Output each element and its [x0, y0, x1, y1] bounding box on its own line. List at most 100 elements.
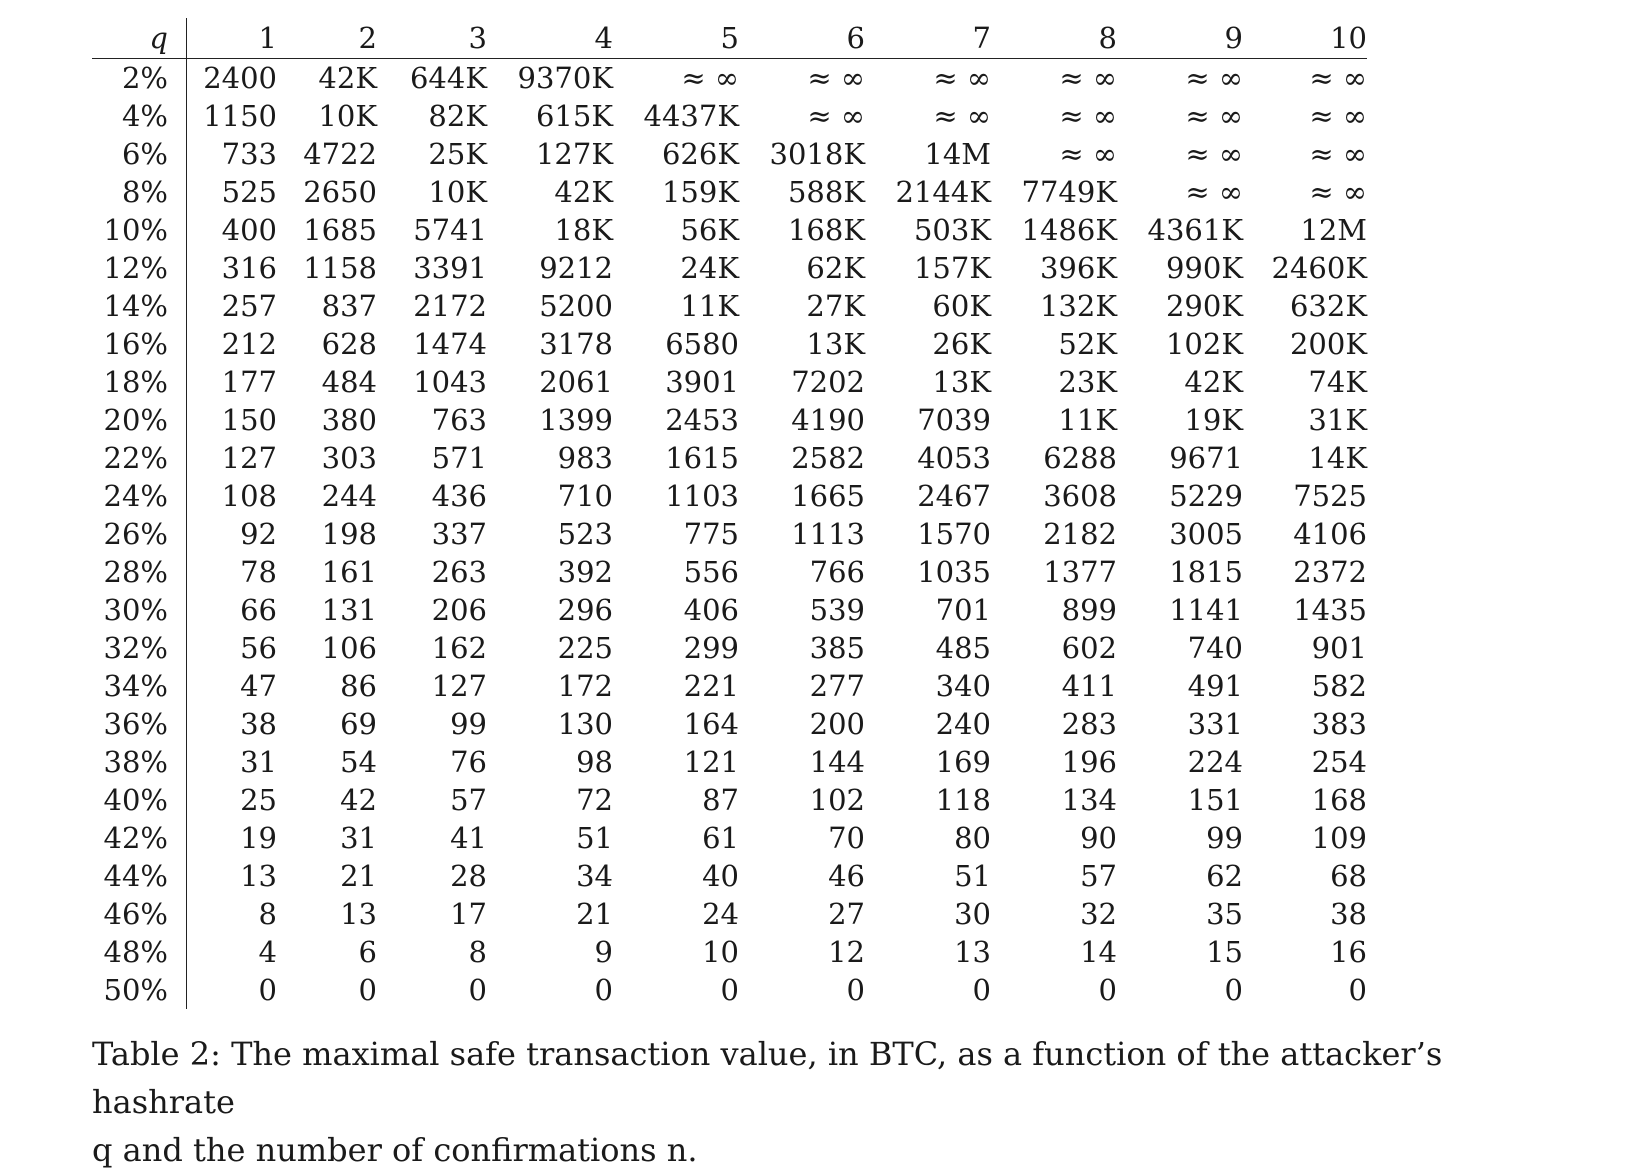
table-cell: 57 [450, 783, 487, 817]
table-cell: 582 [1311, 669, 1367, 703]
table-cell: 3005 [1169, 517, 1243, 551]
caption-line-2: q and the number of confirmations n. [92, 1131, 698, 1169]
table-cell: 15 [1206, 935, 1243, 969]
table-cell: 86 [340, 669, 377, 703]
table-body: 2% 2400 42K 644K 9370K ≈ ∞ ≈ ∞ ≈ ∞ ≈ ∞ ≈ ∞ ≈ ∞ 4% 11… [92, 58, 1367, 1009]
table-cell: 69 [340, 707, 377, 741]
table-cell: 602 [1061, 631, 1117, 665]
table-cell: 168 [1311, 783, 1367, 817]
table-cell: 740 [1187, 631, 1243, 665]
row-header-q: 14% [92, 287, 187, 325]
table-cell: 131 [321, 593, 377, 627]
table-cell: 54 [340, 745, 377, 779]
table-cell: ≈ ∞ [933, 61, 991, 95]
table-cell: 331 [1187, 707, 1243, 741]
table-cell: 18K [554, 213, 613, 247]
row-header-q: 6% [92, 135, 187, 173]
table-cell: 82K [428, 99, 487, 133]
table-cell: 99 [450, 707, 487, 741]
table-cell: 21 [576, 897, 613, 931]
table-cell: 62 [1206, 859, 1243, 893]
table-cell: 127K [535, 137, 613, 171]
table-header-row: q 1 2 3 4 5 6 7 8 9 10 [92, 18, 1367, 59]
table-cell: 1377 [1043, 555, 1117, 589]
table-row: 46% 8 13 17 21 24 27 30 32 35 38 [92, 895, 1367, 933]
table-cell: 40 [702, 859, 739, 893]
table-cell: 60K [932, 289, 991, 323]
table-cell: 400 [221, 213, 277, 247]
table-cell: 127 [221, 441, 277, 475]
table-cell: 710 [557, 479, 613, 513]
table-cell: 224 [1187, 745, 1243, 779]
table-cell: 42K [318, 61, 377, 95]
table-cell: 34 [576, 859, 613, 893]
table-cell: 14K [1308, 441, 1367, 475]
table-cell: 12 [828, 935, 865, 969]
table-cell: 411 [1061, 669, 1117, 703]
row-header-q: 28% [92, 553, 187, 591]
table-cell: 396K [1039, 251, 1117, 285]
table-cell: 4361K [1147, 213, 1243, 247]
table-cell: 225 [557, 631, 613, 665]
table-cell: 0 [1098, 973, 1117, 1007]
table-row: 26% 92 198 337 523 775 1113 1570 2182 3005 4106 [92, 515, 1367, 553]
table-cell: 1474 [413, 327, 487, 361]
table-cell: 11K [1058, 403, 1117, 437]
table-cell: 491 [1187, 669, 1243, 703]
table-cell: 2061 [539, 365, 613, 399]
table-cell: 10 [702, 935, 739, 969]
table-cell: 701 [935, 593, 991, 627]
table-cell: 525 [221, 175, 277, 209]
table-cell: 13 [240, 859, 277, 893]
table-cell: ≈ ∞ [1185, 61, 1243, 95]
table-cell: 102 [809, 783, 865, 817]
table-cell: 303 [321, 441, 377, 475]
row-header-q: 18% [92, 363, 187, 401]
table-cell: 19 [240, 821, 277, 855]
table-cell: ≈ ∞ [1309, 137, 1367, 171]
table-cell: 7202 [791, 365, 865, 399]
table-cell: ≈ ∞ [1185, 137, 1243, 171]
column-header: 4 [487, 18, 613, 59]
table-cell: 644K [409, 61, 487, 95]
table-row: 10% 400 1685 5741 18K 56K 168K 503K 1486K 4361K 12… [92, 211, 1367, 249]
row-header-q: 24% [92, 477, 187, 515]
table-cell: 983 [557, 441, 613, 475]
table-cell: 0 [1224, 973, 1243, 1007]
table-cell: 16 [1330, 935, 1367, 969]
table-cell: 3608 [1043, 479, 1117, 513]
table-row: 30% 66 131 206 296 406 539 701 899 1141 1435 [92, 591, 1367, 629]
table-cell: 632K [1289, 289, 1367, 323]
table-row: 34% 47 86 127 172 221 277 340 411 491 582 [92, 667, 1367, 705]
table-cell: 14 [1080, 935, 1117, 969]
table-cell: ≈ ∞ [1185, 175, 1243, 209]
table-cell: 144 [809, 745, 865, 779]
table-cell: 1399 [539, 403, 613, 437]
table-cell: 1570 [917, 517, 991, 551]
column-header: 6 [739, 18, 865, 59]
table-cell: 485 [935, 631, 991, 665]
table-cell: 1158 [303, 251, 377, 285]
table-row: 44% 13 21 28 34 40 46 51 57 62 68 [92, 857, 1367, 895]
row-header-q: 34% [92, 667, 187, 705]
table-cell: 5229 [1169, 479, 1243, 513]
table-cell: 118 [935, 783, 991, 817]
table-cell: 775 [683, 517, 739, 551]
table-cell: 72 [576, 783, 613, 817]
row-header-q: 20% [92, 401, 187, 439]
table-cell: 9370K [517, 61, 613, 95]
row-header-q: 8% [92, 173, 187, 211]
table-cell: 316 [221, 251, 277, 285]
table-cell: 127 [431, 669, 487, 703]
row-header-q: 12% [92, 249, 187, 287]
table-cell: 38 [1330, 897, 1367, 931]
table-row: 40% 25 42 57 72 87 102 118 134 151 168 [92, 781, 1367, 819]
table-cell: 299 [683, 631, 739, 665]
table-cell: 4722 [303, 137, 377, 171]
table-cell: 1150 [203, 99, 277, 133]
table-cell: 164 [683, 707, 739, 741]
table-cell: 177 [221, 365, 277, 399]
table-cell: 169 [935, 745, 991, 779]
table-cell: 283 [1061, 707, 1117, 741]
table-cell: 130 [557, 707, 613, 741]
